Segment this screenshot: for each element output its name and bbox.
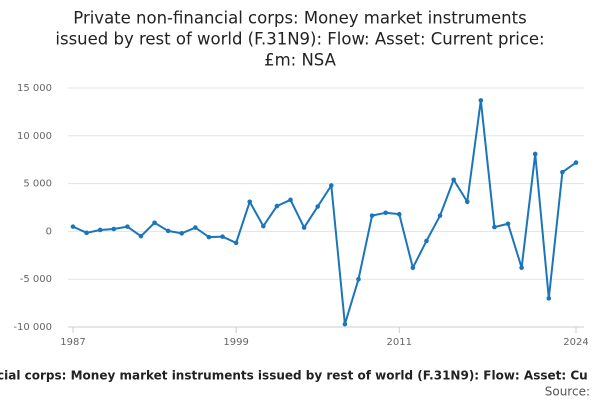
data-point xyxy=(560,169,565,175)
data-point xyxy=(451,177,456,183)
data-line xyxy=(72,100,577,325)
data-point xyxy=(138,233,144,239)
data-point xyxy=(478,98,484,103)
y-tick-label: 5 000 xyxy=(23,179,52,190)
data-point xyxy=(410,265,416,271)
data-point xyxy=(274,203,280,209)
x-tick-label: 1999 xyxy=(223,337,248,348)
data-point xyxy=(356,276,361,282)
x-tick-label: 2024 xyxy=(563,337,588,348)
data-point xyxy=(328,183,334,188)
data-point xyxy=(532,151,538,157)
data-point xyxy=(97,227,103,233)
data-point xyxy=(424,238,429,244)
source: Source: xyxy=(545,385,590,399)
data-point xyxy=(546,296,552,301)
data-point xyxy=(125,224,130,229)
data-point xyxy=(505,221,511,227)
data-point xyxy=(70,224,76,229)
data-point xyxy=(152,220,157,226)
data-point xyxy=(261,223,266,229)
data-point xyxy=(288,197,293,203)
data-point xyxy=(383,210,388,216)
x-tick-label: 1987 xyxy=(60,337,85,348)
chart-title: Private non-financial corps: Money marke… xyxy=(73,9,526,28)
data-point xyxy=(342,321,348,327)
data-point xyxy=(179,231,185,236)
data-point xyxy=(233,240,239,246)
x-tick-label: 2011 xyxy=(387,337,412,348)
chart-title: issued by rest of world (F.31N9): Flow: … xyxy=(55,30,544,49)
data-point xyxy=(464,199,470,205)
data-point xyxy=(220,234,225,239)
data-point xyxy=(193,225,198,230)
data-point xyxy=(369,213,375,218)
footer: cial corps: Money market instruments iss… xyxy=(0,369,588,383)
data-point xyxy=(315,204,321,209)
y-tick-label: -5 000 xyxy=(20,274,52,285)
data-point xyxy=(206,234,212,240)
y-tick-label: 10 000 xyxy=(17,131,52,142)
y-tick-label: 15 000 xyxy=(17,83,52,94)
data-point xyxy=(519,265,524,271)
data-point xyxy=(492,224,497,230)
data-point xyxy=(573,160,579,165)
data-point xyxy=(111,226,117,232)
chart-title: £m: NSA xyxy=(264,51,336,70)
data-point xyxy=(437,213,443,218)
data-point xyxy=(301,225,307,230)
data-point xyxy=(165,228,171,234)
data-point xyxy=(84,230,89,236)
data-point xyxy=(247,199,253,205)
data-point xyxy=(396,211,402,217)
y-tick-label: 0 xyxy=(46,226,52,237)
y-tick-label: -10 000 xyxy=(13,322,52,333)
